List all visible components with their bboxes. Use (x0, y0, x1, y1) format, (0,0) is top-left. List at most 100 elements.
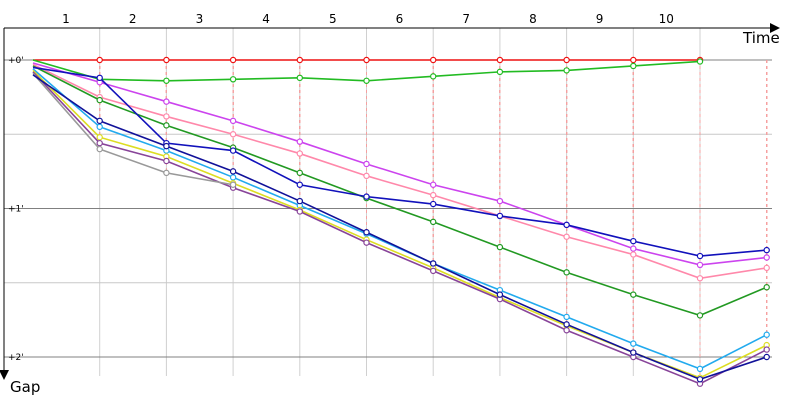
series-point (296, 197, 303, 205)
series-point (363, 172, 370, 180)
series-point (229, 131, 237, 138)
series-point (296, 181, 303, 188)
series-6 (32, 66, 770, 260)
lap-label: 4 (262, 12, 270, 26)
series-point (363, 160, 370, 168)
series-line (32, 62, 767, 266)
series-point (696, 312, 704, 319)
series-point (163, 77, 170, 84)
series-point (496, 56, 504, 64)
x-axis-arrow-icon (770, 23, 780, 33)
series-point (363, 77, 370, 84)
lap-label: 7 (462, 12, 470, 26)
series-point (630, 349, 637, 356)
series-point (430, 181, 437, 188)
series-point (763, 346, 770, 353)
series-point (630, 245, 637, 252)
series-point (563, 233, 570, 240)
series-point (763, 246, 770, 254)
lap-label: 5 (329, 12, 337, 26)
series-point (163, 169, 170, 177)
series-point (696, 365, 704, 373)
series-point (296, 138, 303, 145)
series-point (296, 169, 303, 177)
series-point (296, 74, 303, 82)
series-line (32, 65, 768, 317)
y-tick-label: +2' (8, 353, 24, 363)
series-9 (32, 71, 770, 387)
series-point (229, 174, 237, 181)
y-tick-label: +0' (8, 56, 24, 66)
series-line (32, 63, 767, 280)
series-point (96, 123, 103, 131)
series-point (763, 254, 770, 261)
series-3 (32, 62, 770, 269)
series-10 (32, 72, 237, 188)
series-point (229, 168, 237, 175)
lap-label: 8 (529, 12, 537, 26)
series-point (430, 191, 437, 199)
series-point (496, 197, 504, 205)
series-point (496, 212, 504, 220)
series-point (496, 68, 504, 76)
series-point (229, 147, 237, 154)
series-point (563, 313, 570, 321)
series-point (296, 150, 303, 157)
series-point (163, 157, 170, 165)
series-point (630, 237, 637, 245)
series-point (96, 74, 103, 82)
series-point (363, 56, 370, 64)
lap-label: 2 (129, 12, 137, 26)
series-1 (33, 56, 704, 64)
series-point (630, 291, 637, 298)
series-point (96, 139, 103, 147)
series-point (563, 321, 570, 328)
series-point (229, 181, 237, 188)
series-point (430, 73, 437, 80)
series-point (430, 260, 437, 267)
series-point (630, 251, 637, 258)
series-point (763, 284, 770, 291)
series-lines (32, 56, 770, 387)
series-point (563, 269, 570, 276)
series-point (430, 200, 437, 208)
series-point (96, 117, 103, 125)
series-line (32, 66, 767, 257)
series-point (430, 218, 437, 226)
series-point (763, 331, 770, 338)
series-point (229, 56, 237, 64)
y-tick-labels: +0' +1' +2' (8, 56, 24, 363)
series-point (163, 56, 170, 64)
series-point (696, 275, 704, 282)
series-point (430, 267, 437, 275)
series-point (763, 264, 770, 272)
series-line (32, 71, 768, 385)
y-tick-label: +1' (8, 205, 24, 215)
y-axis-title: Gap (10, 378, 40, 396)
series-5 (32, 65, 770, 319)
series-point (229, 117, 237, 125)
axes (0, 23, 780, 380)
series-point (163, 142, 170, 150)
series-point (163, 122, 170, 129)
lap-label: 1 (62, 12, 70, 26)
series-point (296, 56, 303, 64)
series-point (563, 327, 570, 334)
series-point (563, 56, 570, 64)
series-point (163, 98, 170, 105)
lap-label: 9 (596, 12, 604, 26)
series-point (296, 208, 303, 215)
series-point (563, 67, 570, 74)
series-7 (32, 68, 770, 373)
series-point (696, 58, 704, 65)
x-axis-title: Time (742, 29, 780, 47)
series-line (32, 74, 767, 381)
lap-label: 6 (396, 12, 404, 26)
series-point (163, 113, 170, 120)
series-point (696, 376, 704, 383)
series-point (563, 221, 570, 229)
series-point (630, 62, 637, 70)
series-point (430, 56, 437, 64)
series-point (696, 252, 704, 260)
